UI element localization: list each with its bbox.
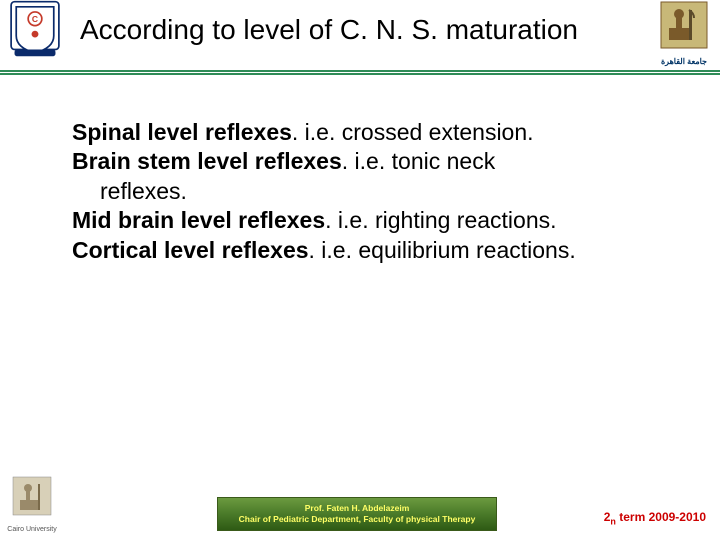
- rest-text: . i.e. tonic neck: [342, 148, 495, 174]
- body-line-3: Mid brain level reflexes. i.e. righting …: [72, 206, 690, 235]
- bold-text: Mid brain level reflexes: [72, 207, 325, 233]
- footer-logo-caption: Cairo University: [4, 526, 60, 533]
- body-line-4: Cortical level reflexes. i.e. equilibriu…: [72, 236, 690, 265]
- bold-text: Cortical level reflexes: [72, 237, 309, 263]
- body-line-2: Brain stem level reflexes. i.e. tonic ne…: [72, 147, 690, 176]
- footer-term-label: 2n term 2009-2010: [604, 510, 706, 526]
- bold-text: Spinal level reflexes: [72, 119, 292, 145]
- svg-text:C: C: [32, 14, 38, 24]
- rest-text: . i.e. equilibrium reactions.: [309, 237, 576, 263]
- term-post: term 2009-2010: [616, 510, 706, 524]
- university-logo-caption: جامعة القاهرة: [654, 57, 714, 66]
- body-line-1: Spinal level reflexes. i.e. crossed exte…: [72, 118, 690, 147]
- rest-text: . i.e. righting reactions.: [325, 207, 556, 233]
- footer-university-logo-icon: Cairo University: [4, 476, 60, 536]
- rest-text: . i.e. crossed extension.: [292, 119, 534, 145]
- university-logo-icon: جامعة القاهرة: [654, 0, 714, 66]
- body-line-2-indent: reflexes.: [72, 177, 690, 206]
- slide-body: Spinal level reflexes. i.e. crossed exte…: [72, 118, 690, 265]
- faculty-logo-icon: C: [6, 0, 66, 68]
- slide-title: According to level of C. N. S. maturatio…: [80, 14, 578, 46]
- header: C According to level of C. N. S. maturat…: [0, 0, 720, 78]
- author-affiliation: Chair of Pediatric Department, Faculty o…: [218, 514, 496, 525]
- author-name: Prof. Faten H. Abdelazeim: [218, 503, 496, 514]
- footer-author-box: Prof. Faten H. Abdelazeim Chair of Pedia…: [217, 497, 497, 531]
- bold-text: Brain stem level reflexes: [72, 148, 342, 174]
- header-divider: [0, 70, 720, 76]
